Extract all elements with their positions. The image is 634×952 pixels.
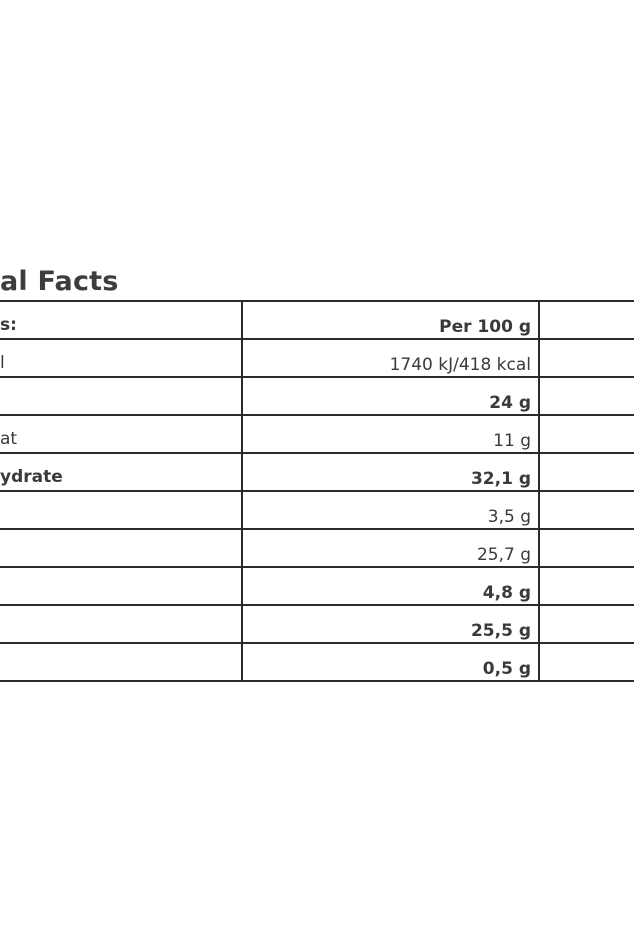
header-per-100g: Per 100 g [439, 317, 531, 337]
nutrition-facts-table: s: Per 100 g l 1740 kJ/418 kcal 24 g at … [0, 300, 634, 682]
row-value: 4,8 g [482, 583, 531, 603]
header-label: s: [0, 315, 17, 335]
table-row: 3,5 g [0, 490, 634, 528]
row-value: 32,1 g [470, 469, 531, 489]
table-row-fat: 24 g [0, 376, 634, 414]
nutrition-facts-title: al Facts [0, 266, 119, 297]
row-value: 25,5 g [470, 621, 531, 641]
row-value: 1740 kJ/418 kcal [389, 355, 531, 375]
row-value: 25,7 g [476, 545, 531, 565]
row-value: 24 g [489, 393, 531, 413]
table-row: 25,5 g [0, 604, 634, 642]
row-value: 0,5 g [482, 659, 531, 679]
table-row-energy: l 1740 kJ/418 kcal [0, 338, 634, 376]
table-header-row: s: Per 100 g [0, 300, 634, 338]
table-row-carbohydrate: ydrate 32,1 g [0, 452, 634, 490]
table-row-saturated-fat: at 11 g [0, 414, 634, 452]
row-label: at [0, 429, 18, 449]
row-label: l [0, 353, 5, 373]
row-value: 11 g [493, 431, 531, 451]
table-row: 0,5 g [0, 642, 634, 682]
table-row: 4,8 g [0, 566, 634, 604]
row-label: ydrate [0, 467, 63, 487]
row-value: 3,5 g [487, 507, 531, 527]
table-row: 25,7 g [0, 528, 634, 566]
